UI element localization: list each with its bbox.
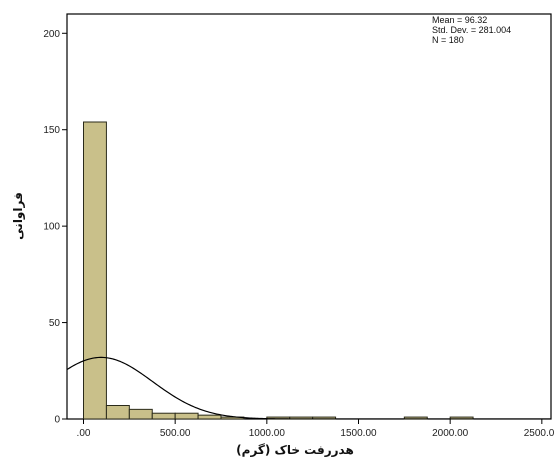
plot-frame [66,13,552,420]
x-tick-label: 1500.00 [340,428,377,439]
histogram-bar-0 [83,121,107,420]
histogram-bars [83,121,474,420]
x-axis-ticks: .00 500.00 1000.00 1500.00 2000.00 2500.00 [77,419,554,439]
histogram-bar-3 [151,412,176,420]
x-tick-label: 1000.00 [249,428,286,439]
x-axis-title: هدررفت خاک (گرم) [236,443,354,458]
histogram-bar-4 [174,412,199,420]
x-tick-label: .00 [77,428,91,439]
y-tick-label: 0 [54,415,60,426]
stats-std-dev: Std. Dev. = 281.004 [432,25,511,35]
y-tick-label: 50 [49,318,61,329]
histogram-bar-5 [197,414,222,420]
y-tick-label: 100 [43,222,60,233]
stats-n: N = 180 [432,35,464,45]
x-tick-label: 500.00 [160,428,191,439]
y-tick-label: 200 [43,29,60,40]
x-tick-label: 2000.00 [432,428,469,439]
x-tick-label: 2500.00 [524,428,554,439]
stats-box: Mean = 96.32 Std. Dev. = 281.004 N = 180 [432,15,511,45]
y-tick-label: 150 [43,125,60,136]
normal-curve [67,356,551,419]
histogram-bar-1 [105,405,130,420]
stats-mean: Mean = 96.32 [432,15,487,25]
y-axis-ticks: 0 50 100 150 200 [43,29,67,426]
y-axis-title: فراوانی [11,192,26,240]
histogram-bar-2 [128,408,153,420]
